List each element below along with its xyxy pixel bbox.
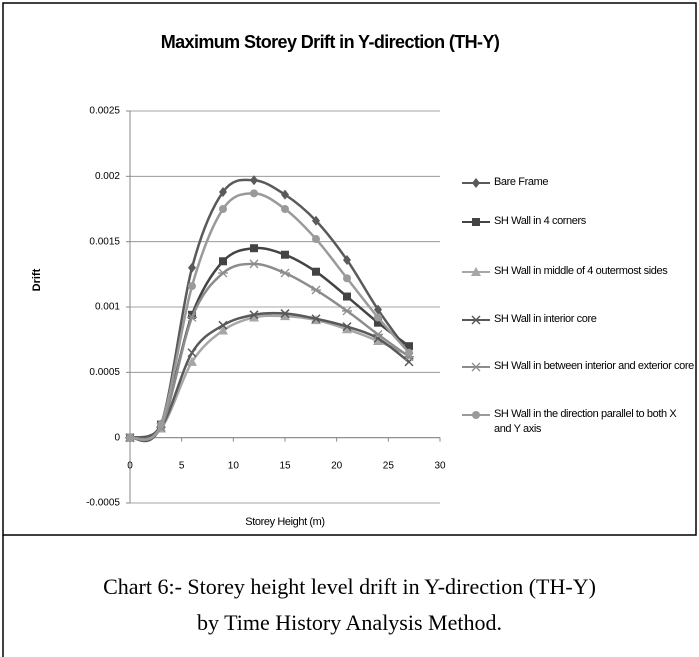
- marker: [157, 420, 165, 429]
- marker: [342, 324, 352, 334]
- marker: [342, 306, 352, 316]
- series-line: [129, 262, 410, 441]
- marker: [126, 433, 134, 442]
- marker: [472, 178, 480, 188]
- marker: [188, 262, 196, 273]
- marker: [343, 254, 351, 265]
- y-tick-label: -0.0005: [86, 498, 120, 509]
- marker: [280, 268, 290, 278]
- caption-line: by Time History Analysis Method.: [197, 610, 502, 635]
- y-tick-label: 0.001: [95, 302, 120, 313]
- x-tick-label: 25: [383, 460, 395, 471]
- y-tick-label: 0.002: [95, 171, 120, 182]
- marker: [187, 348, 197, 358]
- legend-label: SH Wall in 4 corners: [494, 215, 586, 227]
- marker: [374, 304, 382, 315]
- chart-title: Maximum Storey Drift in Y-direction (TH-…: [161, 32, 500, 52]
- x-axis-label: Storey Height (m): [245, 516, 324, 528]
- marker: [218, 320, 228, 330]
- series-line: [129, 314, 410, 439]
- marker: [250, 175, 258, 186]
- legend-label: SH Wall in the direction parallel to bot…: [494, 408, 677, 435]
- marker: [472, 411, 480, 419]
- marker: [374, 318, 382, 327]
- marker: [219, 205, 227, 213]
- marker: [343, 274, 351, 283]
- marker: [373, 329, 383, 339]
- marker: [280, 311, 290, 321]
- caption-line: Chart 6:- Storey height level drift in Y…: [103, 574, 596, 599]
- marker: [312, 215, 320, 226]
- marker: [280, 309, 290, 319]
- legend-label: Bare Frame: [494, 176, 549, 188]
- marker: [249, 312, 259, 322]
- series-line: [129, 311, 410, 439]
- marker: [281, 250, 289, 259]
- marker: [218, 268, 228, 278]
- marker: [405, 342, 413, 351]
- legend-label: SH Wall in middle of 4 outermost sides: [494, 265, 668, 277]
- marker: [471, 267, 481, 276]
- marker: [312, 267, 320, 276]
- x-tick-label: 10: [228, 460, 240, 471]
- y-tick-label: 0.0025: [89, 106, 120, 117]
- x-tick-label: 20: [331, 460, 343, 471]
- chart-border: [2, 2, 697, 536]
- marker: [311, 285, 321, 295]
- x-tick-label: 15: [279, 460, 291, 471]
- marker: [250, 189, 258, 198]
- marker: [187, 312, 197, 322]
- x-tick-label: 0: [127, 460, 133, 471]
- marker: [219, 257, 227, 266]
- marker: [311, 314, 321, 324]
- marker: [471, 315, 481, 325]
- marker: [218, 325, 228, 335]
- legend-label: SH Wall in interior core: [494, 313, 597, 325]
- marker: [249, 310, 259, 320]
- marker: [249, 259, 259, 269]
- marker: [281, 205, 289, 213]
- y-tick-label: 0.0005: [89, 367, 120, 378]
- marker: [373, 335, 383, 345]
- marker: [405, 348, 413, 357]
- marker: [219, 187, 227, 198]
- x-tick-label: 5: [179, 460, 185, 471]
- marker: [374, 313, 382, 322]
- legend-label: SH Wall in between interior and exterior…: [494, 360, 694, 372]
- marker: [472, 218, 480, 226]
- marker: [188, 282, 196, 291]
- marker: [281, 189, 289, 200]
- x-tick-label: 30: [434, 460, 446, 471]
- y-tick-label: 0.0015: [89, 236, 120, 247]
- marker: [471, 362, 481, 372]
- y-axis-label: Drift: [31, 268, 43, 291]
- marker: [343, 292, 351, 301]
- y-tick-label: 0: [114, 432, 120, 443]
- marker: [312, 235, 320, 244]
- marker: [342, 322, 352, 332]
- marker: [187, 356, 197, 366]
- marker: [250, 244, 258, 253]
